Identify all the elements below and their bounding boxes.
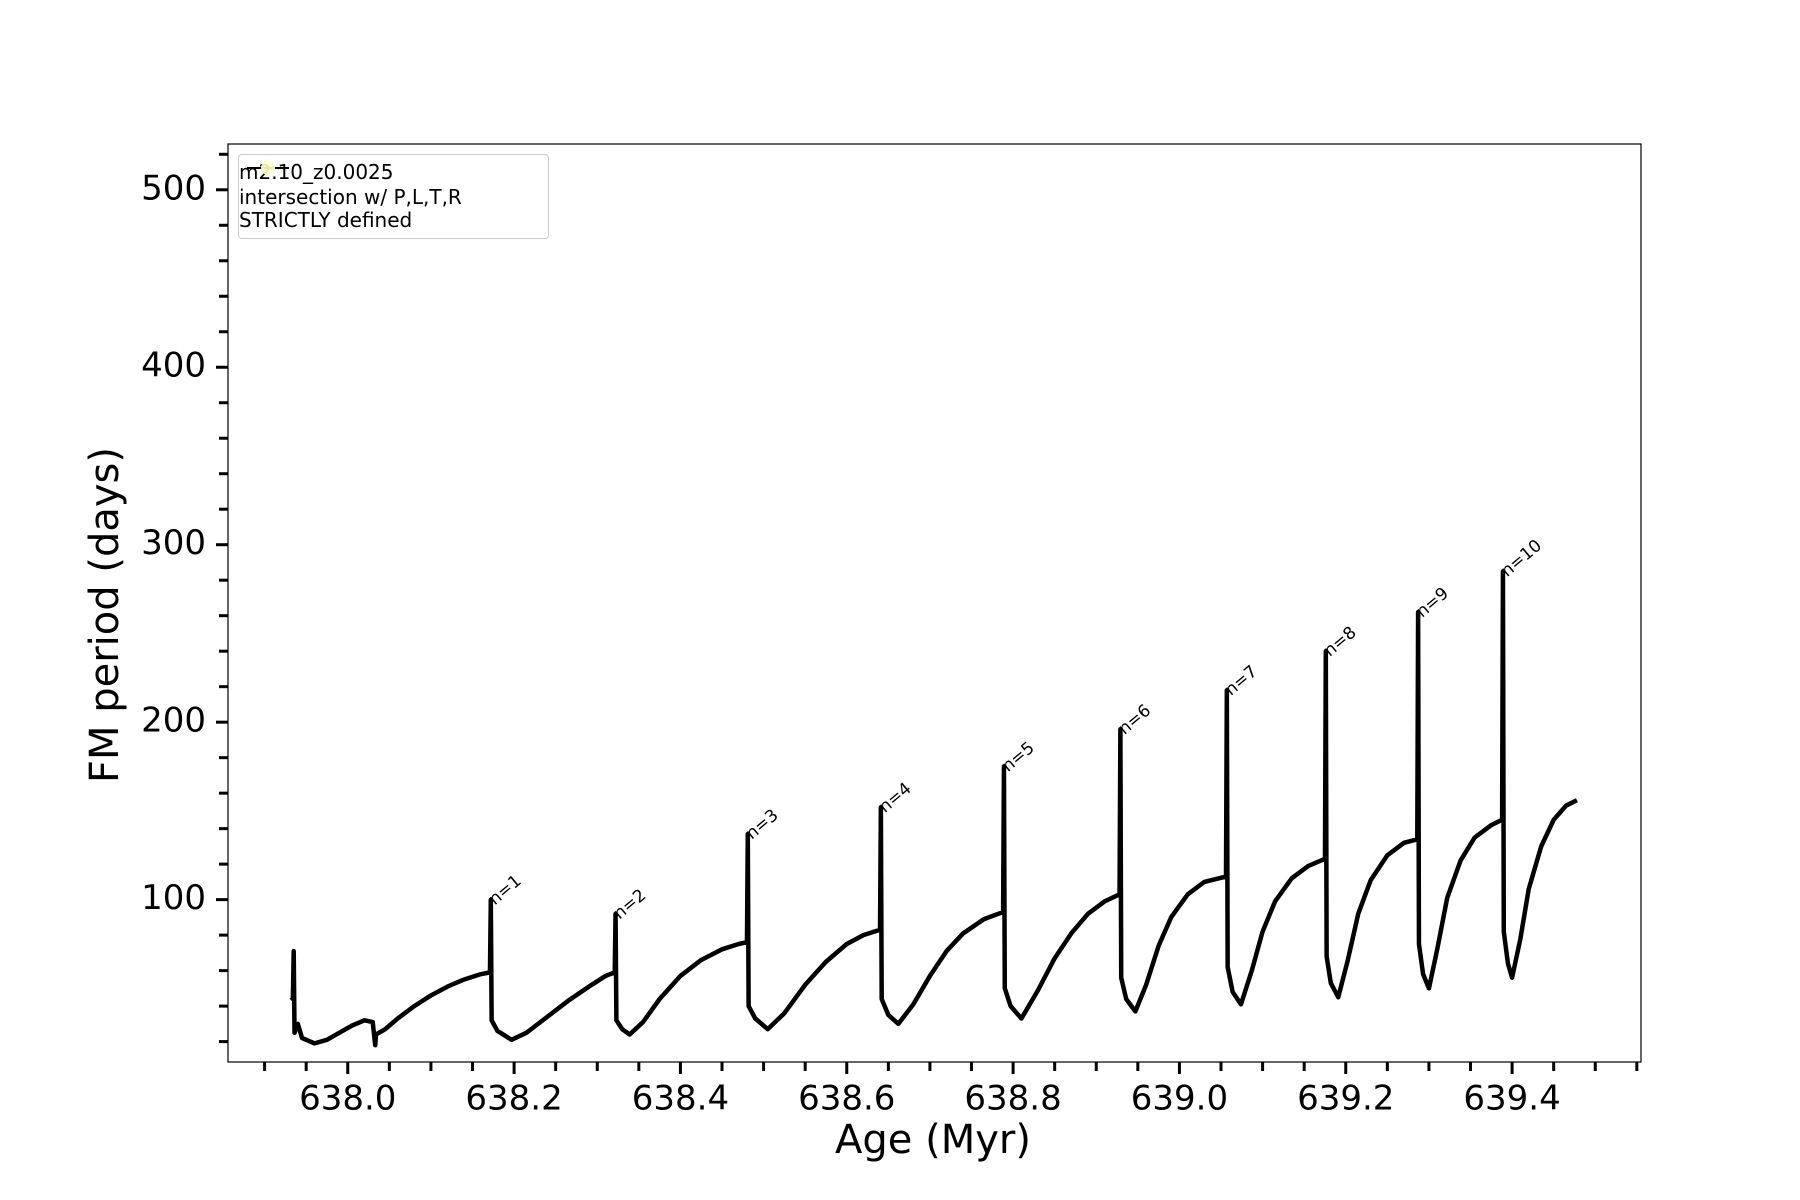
x-axis-title: Age (Myr) (835, 1117, 1031, 1163)
x-tick-label: 639.2 (1297, 1079, 1394, 1119)
x-tick-label: 638.2 (465, 1079, 562, 1119)
y-tick-label: 300 (141, 523, 206, 563)
annotation: n=10 (1497, 536, 1546, 581)
y-tick-label: 400 (141, 346, 206, 386)
x-tick-label: 638.4 (632, 1079, 729, 1119)
y-tick-label: 200 (141, 701, 206, 741)
legend-entry: intersection w/ P,L,T,R STRICTLY defined (239, 161, 548, 232)
x-tick-label: 638.8 (964, 1079, 1061, 1119)
legend-label: intersection w/ P,L,T,R STRICTLY defined (239, 185, 462, 232)
x-tick-label: 639.4 (1463, 1079, 1560, 1119)
x-tick-label: 638.6 (798, 1079, 895, 1119)
plot-frame (227, 143, 1642, 1063)
x-tick-label: 638.0 (299, 1079, 396, 1119)
legend: m2.10_z0.0025 intersection w/ P,L,T,R STR… (238, 154, 549, 239)
series-line (289, 569, 1578, 1048)
legend-marker (261, 161, 275, 175)
y-tick-label: 500 (141, 168, 206, 208)
y-axis-title: FM period (days) (82, 447, 128, 783)
legend-key (261, 161, 275, 175)
legend-label: m2.10_z0.0025 (239, 160, 394, 184)
y-tick-label: 100 (141, 878, 206, 918)
x-tick-label: 639.0 (1131, 1079, 1228, 1119)
